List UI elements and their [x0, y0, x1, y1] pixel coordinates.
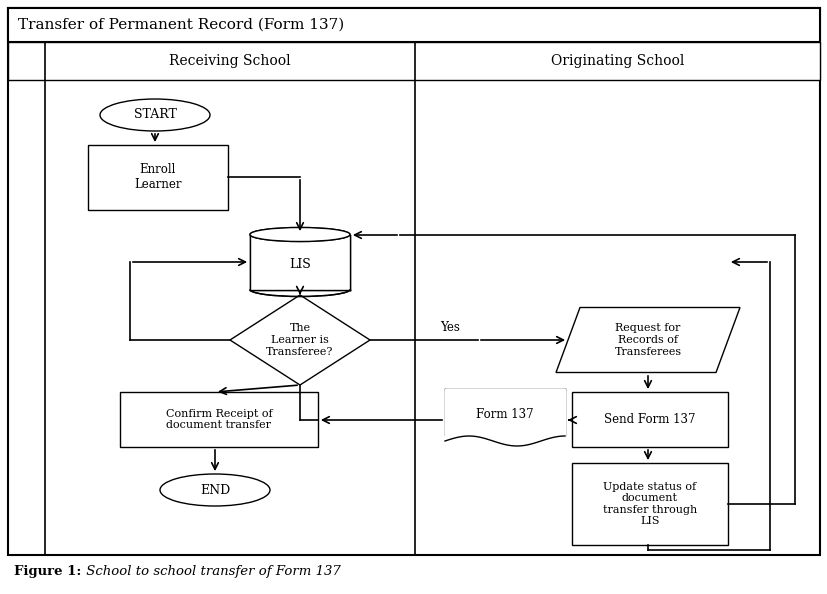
FancyBboxPatch shape	[571, 463, 727, 545]
FancyBboxPatch shape	[120, 392, 318, 447]
FancyBboxPatch shape	[250, 235, 350, 289]
FancyBboxPatch shape	[8, 8, 819, 555]
Polygon shape	[230, 295, 370, 385]
Text: Form 137: Form 137	[476, 409, 533, 422]
Text: END: END	[199, 484, 230, 497]
FancyBboxPatch shape	[571, 392, 727, 447]
Text: The
Learner is
Transferee?: The Learner is Transferee?	[266, 323, 333, 356]
Ellipse shape	[100, 99, 210, 131]
Text: Confirm Receipt of
document transfer: Confirm Receipt of document transfer	[165, 409, 272, 430]
Text: Update status of
document
transfer through
LIS: Update status of document transfer throu…	[602, 482, 696, 526]
Text: Originating School: Originating School	[551, 54, 684, 68]
Text: Figure 1:: Figure 1:	[14, 565, 81, 579]
Text: LIS: LIS	[289, 258, 310, 271]
Text: Enroll
Learner: Enroll Learner	[134, 163, 182, 191]
Ellipse shape	[250, 228, 350, 242]
Text: Send Form 137: Send Form 137	[604, 413, 695, 426]
Text: Request for
Records of
Transferees: Request for Records of Transferees	[614, 323, 681, 356]
Text: Yes: Yes	[439, 321, 459, 334]
FancyBboxPatch shape	[8, 42, 819, 80]
FancyBboxPatch shape	[8, 8, 819, 42]
Ellipse shape	[160, 474, 270, 506]
Ellipse shape	[250, 228, 350, 242]
Polygon shape	[555, 308, 739, 372]
Text: START: START	[133, 109, 176, 122]
Text: Receiving School: Receiving School	[169, 54, 290, 68]
Text: Transfer of Permanent Record (Form 137): Transfer of Permanent Record (Form 137)	[18, 18, 344, 32]
Text: School to school transfer of Form 137: School to school transfer of Form 137	[82, 565, 341, 579]
FancyBboxPatch shape	[88, 145, 227, 210]
